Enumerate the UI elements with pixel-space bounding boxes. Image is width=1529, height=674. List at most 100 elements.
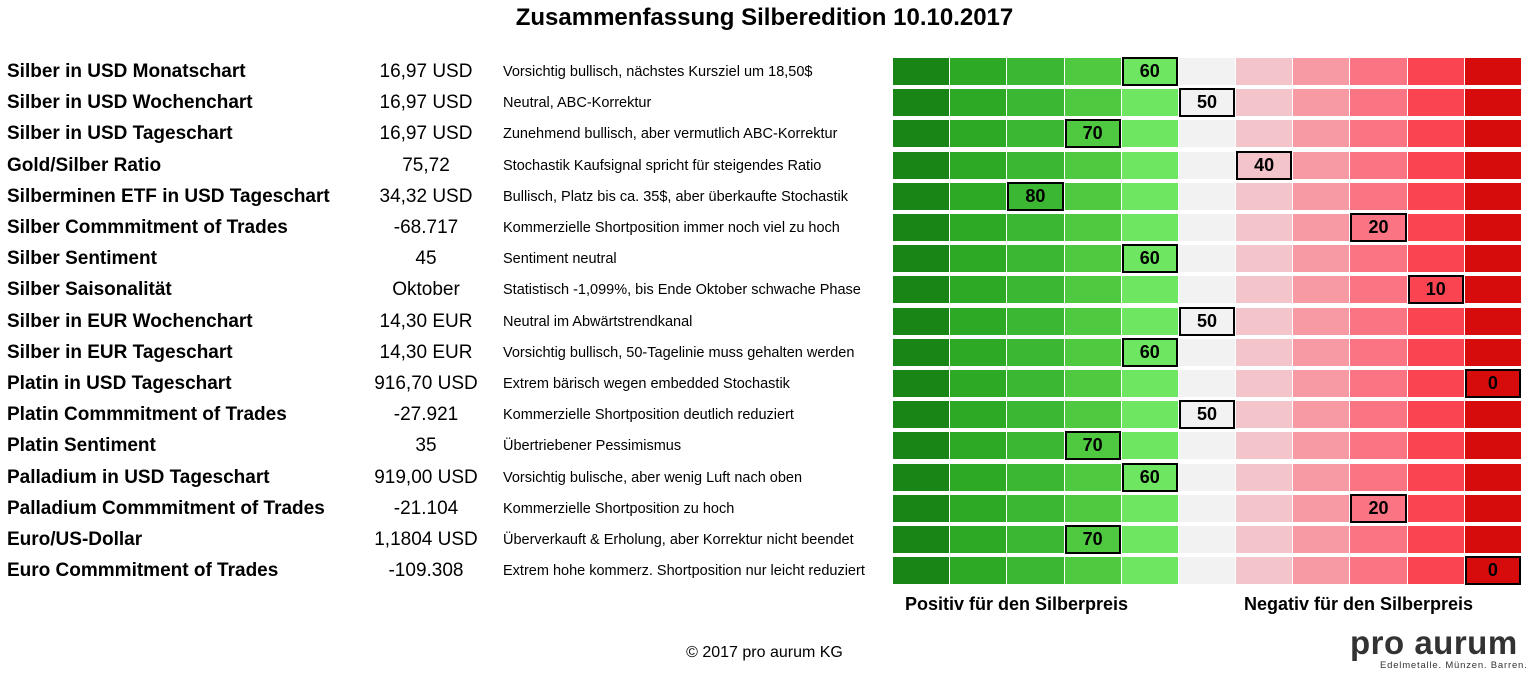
score-scale: 70 xyxy=(893,119,1522,149)
scale-segment xyxy=(1236,432,1293,460)
scale-segment xyxy=(893,245,950,273)
scale-segment xyxy=(1293,182,1350,210)
scale-segment xyxy=(1464,120,1521,148)
scale-segment xyxy=(950,526,1007,553)
row-comment: Überverkauft & Erholung, aber Korrektur … xyxy=(503,532,854,548)
row-value: 14,30 EUR xyxy=(379,341,473,363)
scale-segment xyxy=(1293,214,1350,241)
scale-segment xyxy=(1407,245,1464,273)
score-marker: 70 xyxy=(1064,119,1121,149)
scale-segment xyxy=(1407,120,1464,148)
scale-segment xyxy=(893,276,950,304)
scale-segment xyxy=(1064,245,1121,273)
row-value: -21.104 xyxy=(393,497,459,519)
row-comment: Kommerzielle Shortposition deutlich redu… xyxy=(503,407,794,424)
scale-segment xyxy=(1178,151,1236,179)
scale-segment xyxy=(950,120,1007,148)
scale-segment xyxy=(950,89,1007,117)
row-value: 14,30 EUR xyxy=(379,310,473,332)
scale-segment xyxy=(1007,89,1064,117)
scale-segment xyxy=(1293,151,1350,179)
scale-segment xyxy=(1464,89,1521,117)
scale-segment xyxy=(1178,276,1236,304)
scale-segment xyxy=(1178,58,1236,85)
row-label: Palladium Commmitment of Trades xyxy=(7,497,325,519)
scale-segment xyxy=(1350,526,1407,553)
row-comment: Bullisch, Platz bis ca. 35$, aber überka… xyxy=(503,188,848,205)
score-marker: 70 xyxy=(1064,525,1121,554)
score-marker: 10 xyxy=(1407,275,1464,305)
scale-segment xyxy=(1178,526,1236,553)
scale-segment xyxy=(1464,338,1521,366)
scale-segment xyxy=(893,214,950,241)
scale-segment xyxy=(950,151,1007,179)
scale-segment xyxy=(1064,58,1121,85)
row-label: Silber in USD Tageschart xyxy=(7,123,233,145)
scale-segment xyxy=(1350,401,1407,429)
scale-segment xyxy=(1007,370,1064,397)
scale-segment xyxy=(1350,245,1407,273)
score-scale: 40 xyxy=(893,150,1522,180)
score-scale: 50 xyxy=(893,88,1522,118)
scale-segment xyxy=(1007,338,1064,366)
row-label: Palladium in USD Tageschart xyxy=(7,466,270,488)
scale-segment xyxy=(1236,494,1293,522)
scale-segment xyxy=(1407,89,1464,117)
scale-segment xyxy=(1121,526,1178,553)
scale-segment xyxy=(950,463,1007,491)
score-marker: 0 xyxy=(1464,556,1521,586)
table-row: Silber Saisonalität Oktober Statistisch -1… xyxy=(0,274,1529,305)
table-row: Euro Commmitment of Trades -109.308 Extrem… xyxy=(0,555,1529,586)
scale-segment xyxy=(1236,120,1293,148)
table-row: Euro/US-Dollar 1,1804 USD Überverkauft & E… xyxy=(0,524,1529,555)
scale-segment xyxy=(1464,151,1521,179)
row-comment: Neutral, ABC-Korrektur xyxy=(503,95,652,112)
scale-segment xyxy=(1293,370,1350,397)
scale-segment xyxy=(1178,370,1236,397)
scale-segment xyxy=(893,120,950,148)
scale-segment xyxy=(1293,432,1350,460)
row-comment: Statistisch -1,099%, bis Ende Oktober sc… xyxy=(503,282,861,299)
row-comment: Extrem hohe kommerz. Shortposition nur l… xyxy=(503,563,865,580)
table-row: Palladium Commmitment of Trades -21.104 Ko… xyxy=(0,493,1529,524)
row-value: 75,72 xyxy=(402,154,450,176)
score-scale: 20 xyxy=(893,213,1522,242)
scale-segment xyxy=(950,401,1007,429)
score-scale: 70 xyxy=(893,525,1522,554)
scale-segment xyxy=(1350,557,1407,585)
row-value: 1,1804 USD xyxy=(374,529,478,550)
score-scale: 50 xyxy=(893,400,1522,430)
scale-segment xyxy=(1178,182,1236,210)
scale-segment xyxy=(1464,463,1521,491)
scale-segment xyxy=(1407,182,1464,210)
scale-segment xyxy=(1293,307,1350,335)
scale-segment xyxy=(1178,494,1236,522)
legend-positive: Positiv für den Silberpreis xyxy=(905,594,1129,614)
scale-segment xyxy=(1007,401,1064,429)
scale-segment xyxy=(893,58,950,85)
scale-segment xyxy=(893,463,950,491)
scale-segment xyxy=(1178,214,1236,241)
logo-tagline: Edelmetalle. Münzen. Barren. xyxy=(1380,660,1528,671)
score-marker: 60 xyxy=(1121,462,1178,492)
scale-segment xyxy=(1293,89,1350,117)
scale-segment xyxy=(1293,276,1350,304)
row-value: 16,97 USD xyxy=(379,92,473,114)
table-row: Silber in EUR Wochenchart 14,30 EUR Neutra… xyxy=(0,306,1529,337)
scale-segment xyxy=(1007,494,1064,522)
scale-segment xyxy=(893,338,950,366)
scale-segment xyxy=(1178,557,1236,585)
score-marker: 60 xyxy=(1121,57,1178,86)
scale-segment xyxy=(1293,245,1350,273)
scale-segment xyxy=(1350,120,1407,148)
pro-aurum-logo: pro aurum Edelmetalle. Münzen. Barren. xyxy=(1350,626,1528,672)
scale-segment xyxy=(893,89,950,117)
table-row: Palladium in USD Tageschart 919,00 USD Vor… xyxy=(0,462,1529,493)
scale-segment xyxy=(1121,214,1178,241)
scale-segment xyxy=(1121,432,1178,460)
table-row: Silber in USD Tageschart 16,97 USD Zunehme… xyxy=(0,118,1529,149)
scale-segment xyxy=(1064,307,1121,335)
scale-segment xyxy=(1236,338,1293,366)
scale-segment xyxy=(893,557,950,585)
row-comment: Vorsichtig bullisch, 50-Tagelinie muss g… xyxy=(503,344,855,361)
